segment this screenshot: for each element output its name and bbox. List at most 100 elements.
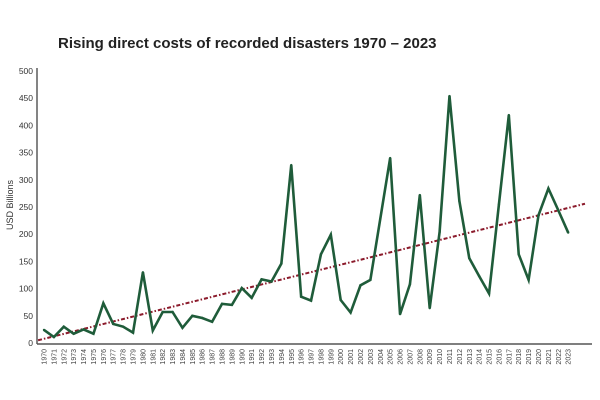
- data-point: [42, 328, 46, 332]
- data-point: [210, 320, 214, 323]
- x-tick-label: 1979: [131, 349, 138, 365]
- data-point: [309, 299, 313, 302]
- x-tick-label: 1996: [299, 349, 306, 365]
- x-tick-label: 2002: [358, 349, 365, 365]
- y-tick-label: 400: [19, 120, 33, 130]
- data-point: [438, 230, 441, 234]
- x-tick-label: 2006: [398, 349, 405, 365]
- x-tick-label: 1988: [220, 349, 227, 365]
- y-tick-label: 200: [19, 229, 33, 239]
- data-point: [151, 329, 154, 332]
- data-point: [349, 311, 352, 314]
- data-point: [408, 283, 412, 286]
- y-tick-label: 0: [28, 338, 33, 348]
- x-tick-label: 2005: [388, 349, 395, 365]
- x-tick-label: 1982: [160, 349, 167, 365]
- data-point: [517, 253, 520, 256]
- data-point: [92, 332, 95, 335]
- data-point: [428, 306, 431, 310]
- data-point: [527, 278, 530, 282]
- data-point: [131, 331, 135, 334]
- x-tick-label: 1980: [140, 349, 147, 365]
- y-tick-label: 500: [19, 66, 33, 76]
- plot-area: [37, 94, 586, 342]
- x-tick-label: 1994: [279, 349, 286, 365]
- y-tick-label: 50: [24, 311, 34, 321]
- x-tick-label: 2004: [378, 349, 385, 365]
- x-tick-label: 1983: [170, 349, 177, 365]
- x-tick-label: 1972: [61, 349, 68, 365]
- data-point: [181, 326, 184, 329]
- x-tick-label: 2009: [427, 349, 434, 365]
- data-point: [62, 325, 65, 328]
- data-point: [319, 253, 323, 256]
- x-tick-label: 2021: [546, 349, 553, 365]
- data-point: [82, 328, 85, 331]
- x-tick-label: 1977: [111, 349, 118, 365]
- x-tick-label: 2018: [516, 349, 523, 365]
- data-point: [121, 325, 125, 328]
- x-tick-label: 1986: [200, 349, 207, 365]
- series-line-direct-costs: [43, 95, 570, 339]
- x-tick-label: 2019: [526, 349, 533, 365]
- data-point: [369, 278, 372, 282]
- x-tick-label: 2000: [338, 349, 345, 365]
- trend-line: [37, 202, 586, 342]
- data-point: [497, 203, 501, 206]
- data-point: [260, 278, 263, 281]
- data-point: [468, 256, 471, 260]
- data-point: [379, 217, 382, 221]
- x-tick-label: 2022: [556, 349, 563, 365]
- data-point: [566, 231, 570, 234]
- x-tick-label: 1998: [318, 349, 325, 365]
- data-point: [52, 335, 56, 339]
- data-point: [72, 332, 75, 335]
- data-point: [240, 286, 243, 290]
- data-point: [201, 316, 204, 320]
- data-point: [220, 302, 224, 306]
- x-tick-label: 1999: [328, 349, 335, 365]
- x-tick-label: 1978: [121, 349, 128, 365]
- y-tick-label: 250: [19, 202, 33, 212]
- x-tick-label: 1987: [210, 349, 217, 365]
- x-tick-label: 1984: [180, 349, 187, 365]
- x-tick-label: 1993: [269, 349, 276, 365]
- y-tick-label: 150: [19, 256, 33, 266]
- x-tick-label: 2003: [368, 349, 375, 365]
- x-tick-label: 2013: [467, 349, 474, 365]
- data-point: [171, 310, 174, 314]
- x-tick-label: 1976: [101, 349, 108, 365]
- x-tick-label: 1973: [71, 349, 78, 365]
- x-tick-label: 2017: [506, 349, 513, 365]
- x-tick-label: 2020: [536, 349, 543, 365]
- x-tick-label: 2015: [487, 349, 494, 365]
- x-tick-label: 2010: [437, 349, 444, 365]
- data-point: [487, 292, 491, 295]
- x-tick-label: 1974: [81, 349, 88, 365]
- data-point: [230, 303, 234, 307]
- chart-title: Rising direct costs of recorded disaster…: [58, 35, 437, 52]
- x-tick-label: 2016: [496, 349, 503, 365]
- x-tick-label: 1975: [91, 349, 98, 365]
- data-point: [250, 296, 253, 300]
- data-point: [477, 274, 481, 278]
- data-point: [398, 312, 402, 316]
- x-tick-labels: 1970 1971 1972 1973 1974 1975 1976 1977 1978 1979…: [42, 349, 573, 365]
- y-axis-label: USD Billions: [5, 179, 15, 230]
- data-point: [280, 262, 283, 265]
- y-tick-label: 350: [19, 148, 33, 158]
- x-tick-label: 1991: [249, 349, 256, 365]
- data-point: [458, 199, 461, 203]
- y-tick-labels: 0 50 100 150 200 250 300 350 400 450 500: [19, 66, 33, 348]
- data-point: [547, 187, 550, 190]
- data-point: [191, 314, 194, 317]
- x-tick-label: 1971: [51, 349, 58, 365]
- x-tick-label: 2007: [407, 349, 414, 365]
- data-point: [112, 322, 115, 326]
- x-tick-label: 1990: [239, 349, 246, 365]
- x-tick-label: 2001: [348, 349, 355, 365]
- x-tick-label: 1992: [259, 349, 266, 365]
- x-tick-label: 2014: [477, 349, 484, 365]
- data-point: [557, 209, 560, 212]
